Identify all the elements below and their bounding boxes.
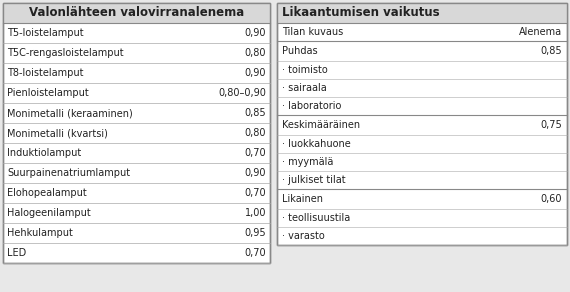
Text: 0,90: 0,90 [245, 168, 266, 178]
Text: 0,85: 0,85 [540, 46, 562, 56]
Text: Elohopealamput: Elohopealamput [7, 188, 87, 198]
Bar [3, 3, 270, 23]
Text: 0,70: 0,70 [245, 188, 266, 198]
Text: 0,80–0,90: 0,80–0,90 [218, 88, 266, 98]
Text: Monimetalli (keraaminen): Monimetalli (keraaminen) [7, 108, 133, 118]
Text: Puhdas: Puhdas [282, 46, 317, 56]
Text: Alenema: Alenema [519, 27, 562, 37]
Text: · luokkahuone: · luokkahuone [282, 139, 351, 149]
Text: 0,60: 0,60 [540, 194, 562, 204]
Text: Likaantumisen vaikutus: Likaantumisen vaikutus [282, 6, 439, 20]
Text: · toimisto: · toimisto [282, 65, 328, 75]
Text: Suurpainenatriumlamput: Suurpainenatriumlamput [7, 168, 130, 178]
Text: 0,90: 0,90 [245, 68, 266, 78]
Text: 0,80: 0,80 [245, 48, 266, 58]
Text: Valonlähteen valovirranalenema: Valonlähteen valovirranalenema [29, 6, 244, 20]
Text: · julkiset tilat: · julkiset tilat [282, 175, 345, 185]
Text: Monimetalli (kvartsi): Monimetalli (kvartsi) [7, 128, 108, 138]
Text: 0,85: 0,85 [245, 108, 266, 118]
Bar [3, 3, 270, 263]
Text: T5C-rengasloistelamput: T5C-rengasloistelamput [7, 48, 124, 58]
Text: Halogeenilamput: Halogeenilamput [7, 208, 91, 218]
Text: Induktiolamput: Induktiolamput [7, 148, 82, 158]
Text: Likainen: Likainen [282, 194, 323, 204]
Bar [277, 3, 567, 245]
Text: 0,70: 0,70 [245, 148, 266, 158]
Bar [277, 3, 567, 245]
Text: · sairaala: · sairaala [282, 83, 327, 93]
Text: 0,80: 0,80 [245, 128, 266, 138]
Text: 0,95: 0,95 [245, 228, 266, 238]
Text: Pienloistelamput: Pienloistelamput [7, 88, 89, 98]
Text: T8-loistelamput: T8-loistelamput [7, 68, 83, 78]
Text: · laboratorio: · laboratorio [282, 101, 341, 111]
Text: · myymälä: · myymälä [282, 157, 333, 167]
Text: Hehkulamput: Hehkulamput [7, 228, 73, 238]
Text: 0,75: 0,75 [540, 120, 562, 130]
Text: 0,90: 0,90 [245, 28, 266, 38]
Text: T5-loistelamput: T5-loistelamput [7, 28, 84, 38]
Text: · varasto: · varasto [282, 231, 325, 241]
Text: 1,00: 1,00 [245, 208, 266, 218]
Bar [3, 3, 270, 263]
Text: 0,70: 0,70 [245, 248, 266, 258]
Text: Keskimääräinen: Keskimääräinen [282, 120, 360, 130]
Text: Tilan kuvaus: Tilan kuvaus [282, 27, 343, 37]
Bar [277, 3, 567, 23]
Text: · teollisuustila: · teollisuustila [282, 213, 350, 223]
Text: LED: LED [7, 248, 26, 258]
